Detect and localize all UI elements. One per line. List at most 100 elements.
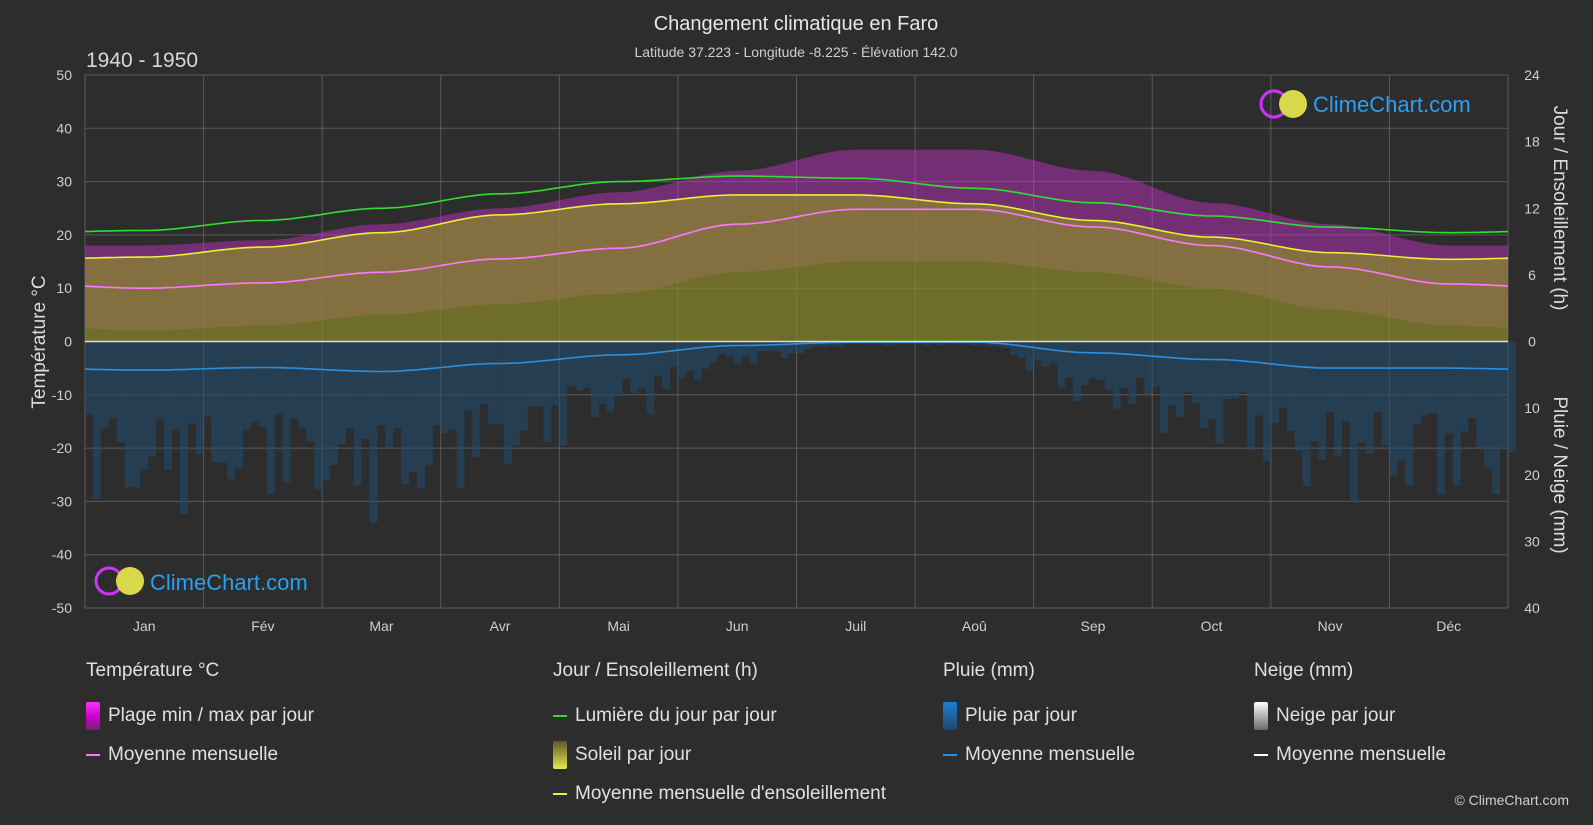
rain-bar bbox=[598, 341, 607, 404]
month-tick-label: Nov bbox=[1318, 618, 1343, 634]
rain-bar bbox=[1247, 341, 1256, 450]
sunshine-mean-swatch bbox=[553, 792, 567, 795]
legend-item-rain-mean: Moyenne mensuelle bbox=[943, 735, 1135, 774]
rain-bar bbox=[1413, 341, 1422, 425]
legend-temperature: Température °C Plage min / max par jour … bbox=[86, 660, 314, 774]
rain-bar bbox=[345, 341, 354, 428]
rain-bar bbox=[1436, 341, 1445, 495]
rain-bar bbox=[511, 341, 520, 445]
right-bottom-tick-label: 30 bbox=[1524, 533, 1540, 549]
rain-bar bbox=[432, 341, 441, 425]
rain-bar bbox=[1065, 341, 1074, 378]
daylight-line bbox=[84, 175, 1509, 234]
left-tick-label: 50 bbox=[56, 67, 72, 83]
legend-item-snow: Neige par jour bbox=[1254, 696, 1446, 735]
rain-bar bbox=[1492, 341, 1501, 495]
rain-bar bbox=[1231, 341, 1240, 399]
rain-bar bbox=[772, 341, 781, 352]
rain-bar bbox=[1207, 341, 1216, 420]
rain-bar bbox=[1508, 341, 1516, 453]
right-top-tick-label: 12 bbox=[1524, 200, 1540, 216]
rain-bar bbox=[1428, 341, 1437, 414]
left-tick-label: -30 bbox=[52, 493, 72, 509]
right-bottom-tick-label: 20 bbox=[1524, 467, 1540, 483]
rain-bar bbox=[709, 341, 718, 363]
rain-bar bbox=[559, 341, 568, 446]
rain-bar bbox=[1215, 341, 1224, 444]
rain-bar bbox=[1341, 341, 1350, 422]
rain-bar bbox=[535, 341, 544, 407]
rain-bar bbox=[1009, 341, 1018, 356]
rain-bar bbox=[243, 341, 252, 430]
rain-bar bbox=[622, 341, 631, 380]
rain-bar bbox=[1199, 341, 1208, 429]
rain-bar bbox=[1405, 341, 1414, 486]
left-tick-label: 10 bbox=[56, 280, 72, 296]
rain-bar bbox=[654, 341, 663, 376]
rain-bar bbox=[1397, 341, 1406, 461]
rain-bar bbox=[314, 341, 323, 490]
legend-sun: Jour / Ensoleillement (h) Lumière du jou… bbox=[553, 660, 886, 813]
rain-bar bbox=[1468, 341, 1477, 418]
rain-bar bbox=[148, 341, 157, 457]
watermark-bottom-text: ClimeChart.com bbox=[150, 570, 308, 595]
temp-range-swatch bbox=[86, 701, 100, 730]
rain-bar bbox=[488, 341, 497, 425]
legend-item-daylight: Lumière du jour par jour bbox=[553, 696, 886, 735]
sunshine-mean-line bbox=[84, 194, 1509, 261]
rain-bar bbox=[124, 341, 133, 488]
rain-bar bbox=[1112, 341, 1121, 409]
rain-bar bbox=[424, 341, 433, 465]
rain-bar bbox=[614, 341, 623, 397]
rain-bar bbox=[211, 341, 220, 462]
rain-bar bbox=[527, 341, 536, 407]
daylight-swatch bbox=[553, 714, 567, 717]
month-tick-label: Avr bbox=[490, 618, 511, 634]
rain-bar bbox=[764, 341, 773, 352]
rain-bar bbox=[1334, 341, 1342, 456]
rain-bar bbox=[606, 341, 615, 412]
rain-bar bbox=[1049, 341, 1058, 364]
rain-bar bbox=[1294, 341, 1303, 451]
right-top-tick-label: 24 bbox=[1524, 67, 1540, 83]
rain-bar bbox=[322, 341, 331, 481]
rain-bar bbox=[440, 341, 449, 434]
legend-item-sunshine-mean: Moyenne mensuelle d'ensoleillement bbox=[553, 774, 886, 813]
rain-bar bbox=[496, 341, 504, 425]
period-label: 1940 - 1950 bbox=[86, 49, 198, 72]
rain-bar bbox=[1239, 341, 1248, 393]
rain-bar bbox=[1152, 341, 1161, 387]
rain-bar bbox=[330, 341, 338, 466]
rain-bar bbox=[203, 341, 212, 417]
rain-bar bbox=[662, 341, 671, 390]
rain-bars bbox=[85, 341, 1516, 523]
rain-bar bbox=[812, 341, 821, 347]
rain-mean-line bbox=[84, 341, 1509, 373]
rain-bar bbox=[796, 341, 805, 354]
rain-bar bbox=[306, 341, 315, 442]
rain-bar bbox=[1318, 341, 1327, 460]
rain-bar bbox=[1310, 341, 1319, 442]
rain-bar bbox=[583, 341, 591, 388]
rain-bar bbox=[1326, 341, 1335, 413]
rain-bar bbox=[677, 341, 686, 378]
rain-bar bbox=[385, 341, 394, 450]
right-axis-label-top: Jour / Ensoleillement (h) bbox=[1549, 106, 1570, 311]
rain-bar bbox=[1365, 341, 1374, 454]
chart-title: Changement climatique en Faro bbox=[654, 13, 939, 35]
month-tick-label: Jun bbox=[726, 618, 749, 634]
watermark-top-text: ClimeChart.com bbox=[1313, 92, 1471, 117]
rain-bar bbox=[219, 341, 228, 463]
legend-item-snow-mean: Moyenne mensuelle bbox=[1254, 735, 1446, 774]
rain-bar bbox=[456, 341, 465, 488]
rain-bar bbox=[1041, 341, 1050, 367]
rain-bar bbox=[685, 341, 694, 371]
rain-bar bbox=[741, 341, 750, 356]
legend-sun-title: Jour / Ensoleillement (h) bbox=[553, 660, 758, 681]
rain-bar bbox=[100, 341, 109, 428]
rain-bar bbox=[274, 341, 283, 415]
rain-mean-swatch bbox=[943, 753, 957, 756]
rain-bar bbox=[867, 341, 876, 345]
legend-rain-title: Pluie (mm) bbox=[943, 660, 1035, 681]
rain-bar bbox=[1096, 341, 1105, 381]
